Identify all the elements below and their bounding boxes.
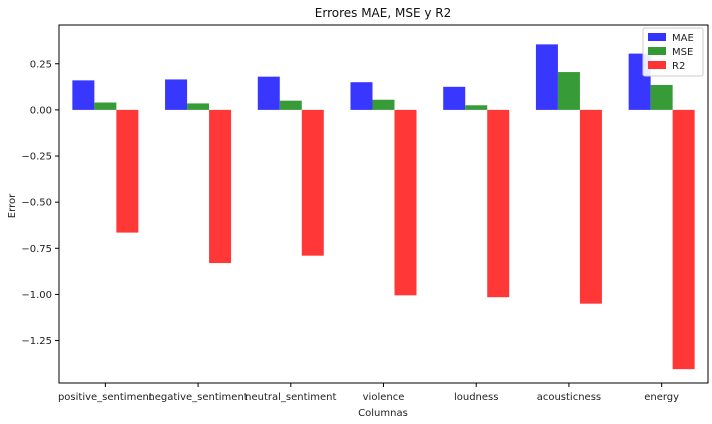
y-tick-label: −1.25 [21, 336, 52, 347]
bar-mae-negative-sentiment [165, 79, 188, 110]
bar-mae-positive-sentiment [72, 80, 95, 110]
y-tick-label: −0.75 [21, 244, 52, 255]
legend: MAE MSE R2 [642, 27, 704, 77]
y-tick-label: 0.25 [30, 59, 52, 70]
bar-mae-loudness [443, 86, 466, 110]
bar-r2-neutral-sentiment [301, 109, 324, 256]
x-tick-label: negative_sentiment [148, 392, 247, 403]
legend-label-mae: MAE [672, 33, 694, 44]
y-tick-label: −0.25 [21, 152, 52, 163]
x-tick-label: positive_sentiment [58, 392, 153, 403]
bar-mae-neutral-sentiment [257, 76, 280, 110]
y-axis-label: Error [7, 193, 18, 218]
bar-r2-positive-sentiment [116, 109, 139, 233]
y-tick-label: 0.00 [30, 105, 52, 116]
bar-mse-acousticness [557, 72, 580, 110]
x-tick-label: violence [363, 392, 405, 403]
x-axis-label: Columnas [358, 408, 408, 419]
bar-mse-positive-sentiment [94, 102, 117, 110]
bar-r2-negative-sentiment [209, 109, 232, 264]
bar-mse-violence [372, 99, 395, 110]
bar-r2-energy [672, 109, 695, 370]
x-tick-label: energy [644, 392, 679, 403]
chart-title: Errores MAE, MSE y R2 [315, 6, 451, 20]
bar-mae-acousticness [535, 44, 558, 110]
plot-frame [58, 24, 709, 384]
legend-swatch-mse [648, 47, 666, 55]
bar-mse-loudness [465, 105, 488, 110]
x-tick-label: acousticness [537, 392, 601, 403]
legend-label-r2: R2 [672, 61, 685, 72]
x-tick-label: loudness [454, 392, 499, 403]
x-tick-label: neutral_sentiment [245, 392, 336, 403]
y-tick-label: −0.50 [21, 198, 52, 209]
y-tick-label: −1.00 [21, 290, 52, 301]
legend-label-mse: MSE [672, 47, 693, 58]
legend-swatch-mae [648, 33, 666, 41]
plot-area: 0.25 0.00 −0.25 −0.50 −0.75 −1.00 −1.25 positiv… [21, 24, 709, 403]
bar-r2-acousticness [579, 109, 602, 304]
legend-swatch-r2 [648, 61, 666, 69]
bar-mse-energy [650, 84, 673, 110]
bar-mse-neutral-sentiment [279, 100, 302, 110]
bar-mse-negative-sentiment [187, 103, 210, 110]
bar-r2-violence [394, 109, 417, 296]
bar-r2-loudness [487, 109, 510, 298]
bar-mae-violence [350, 82, 373, 110]
